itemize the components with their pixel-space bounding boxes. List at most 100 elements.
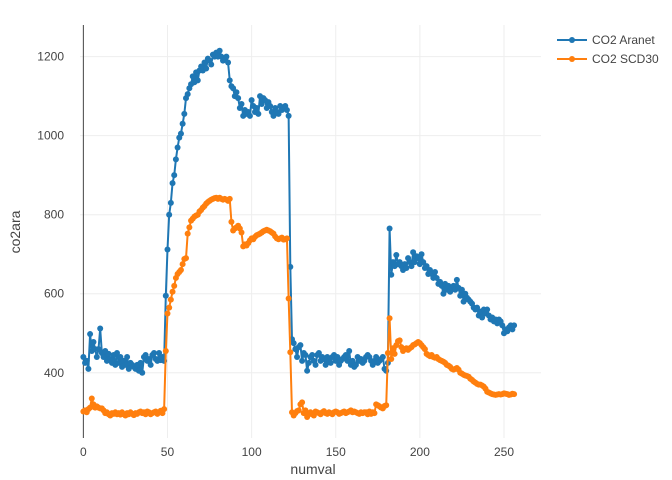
data-point[interactable] (151, 350, 158, 357)
data-point[interactable] (290, 340, 297, 347)
data-point[interactable] (302, 407, 309, 414)
data-point[interactable] (166, 211, 173, 218)
data-point[interactable] (258, 101, 265, 108)
data-point[interactable] (139, 369, 146, 376)
data-point[interactable] (100, 353, 107, 360)
data-point[interactable] (235, 95, 242, 102)
data-point[interactable] (216, 47, 223, 54)
data-point[interactable] (117, 353, 124, 360)
data-point[interactable] (432, 269, 438, 276)
data-point[interactable] (171, 282, 178, 289)
data-point[interactable] (421, 346, 428, 353)
data-point[interactable] (391, 350, 398, 357)
legend[interactable]: CO2 Aranet CO2 SCD30 (557, 33, 659, 66)
data-point[interactable] (105, 350, 112, 357)
data-point[interactable] (267, 103, 274, 110)
data-point[interactable] (83, 357, 90, 364)
legend-item[interactable]: CO2 SCD30 (557, 52, 659, 66)
data-point[interactable] (285, 112, 292, 119)
data-point[interactable] (124, 353, 131, 360)
data-point[interactable] (203, 65, 210, 72)
data-point[interactable] (349, 357, 356, 364)
data-point[interactable] (302, 352, 309, 358)
data-point[interactable] (164, 246, 171, 253)
data-point[interactable] (511, 391, 518, 398)
data-point[interactable] (388, 271, 395, 278)
data-point[interactable] (344, 357, 351, 364)
legend-item[interactable]: CO2 Aranet (557, 33, 655, 47)
data-point[interactable] (270, 112, 277, 119)
data-point[interactable] (238, 101, 245, 108)
data-point[interactable] (164, 310, 171, 317)
data-point[interactable] (172, 156, 179, 163)
data-point[interactable] (177, 130, 184, 137)
data-point[interactable] (294, 353, 301, 360)
data-point[interactable] (386, 315, 393, 322)
data-point[interactable] (97, 325, 104, 332)
data-point[interactable] (283, 235, 290, 242)
data-point[interactable] (194, 77, 201, 84)
data-point[interactable] (334, 353, 341, 360)
data-point[interactable] (114, 350, 121, 357)
data-point[interactable] (162, 292, 169, 299)
data-point[interactable] (184, 230, 191, 237)
data-point[interactable] (393, 252, 400, 259)
data-point[interactable] (460, 298, 467, 305)
data-point[interactable] (511, 322, 518, 329)
data-point[interactable] (388, 355, 395, 362)
data-point[interactable] (248, 97, 255, 104)
data-point[interactable] (410, 249, 417, 256)
data-point[interactable] (177, 267, 184, 274)
data-point[interactable] (283, 106, 290, 113)
data-point[interactable] (420, 259, 427, 266)
data-point[interactable] (312, 361, 319, 368)
data-point[interactable] (179, 120, 186, 127)
data-point[interactable] (295, 407, 302, 414)
data-point[interactable] (287, 263, 294, 270)
data-point[interactable] (285, 295, 292, 302)
data-point[interactable] (403, 265, 410, 272)
data-point[interactable] (226, 77, 233, 84)
data-point[interactable] (230, 85, 237, 92)
data-point[interactable] (453, 276, 460, 283)
data-point[interactable] (386, 225, 393, 232)
data-point[interactable] (184, 91, 191, 98)
data-point[interactable] (346, 348, 353, 355)
data-point[interactable] (87, 331, 94, 338)
data-point[interactable] (228, 218, 235, 225)
data-point[interactable] (246, 112, 253, 119)
data-point[interactable] (342, 352, 349, 358)
data-point[interactable] (484, 306, 491, 313)
data-point[interactable] (186, 224, 193, 231)
data-point[interactable] (80, 353, 87, 360)
data-point[interactable] (85, 365, 92, 372)
data-point[interactable] (253, 105, 260, 111)
data-point[interactable] (408, 263, 415, 270)
data-point[interactable] (384, 350, 391, 357)
data-point[interactable] (156, 350, 163, 357)
data-point[interactable] (90, 338, 97, 345)
data-point[interactable] (457, 292, 464, 299)
data-point[interactable] (171, 172, 178, 179)
data-point[interactable] (95, 346, 102, 353)
data-point[interactable] (287, 349, 294, 356)
data-point[interactable] (233, 89, 240, 96)
data-point[interactable] (161, 406, 168, 413)
data-point[interactable] (309, 352, 316, 358)
data-point[interactable] (166, 304, 173, 311)
data-point[interactable] (181, 110, 188, 117)
data-point[interactable] (352, 361, 359, 368)
data-point[interactable] (474, 304, 481, 311)
data-point[interactable] (415, 255, 422, 262)
data-point[interactable] (93, 353, 100, 360)
data-point[interactable] (226, 195, 233, 202)
data-point[interactable] (299, 399, 306, 406)
data-point[interactable] (304, 367, 311, 374)
data-point[interactable] (223, 53, 230, 60)
data-point[interactable] (499, 322, 506, 329)
data-point[interactable] (383, 402, 390, 409)
data-point[interactable] (137, 359, 144, 366)
data-point[interactable] (189, 73, 196, 80)
data-point[interactable] (305, 359, 312, 366)
data-point[interactable] (174, 144, 181, 151)
